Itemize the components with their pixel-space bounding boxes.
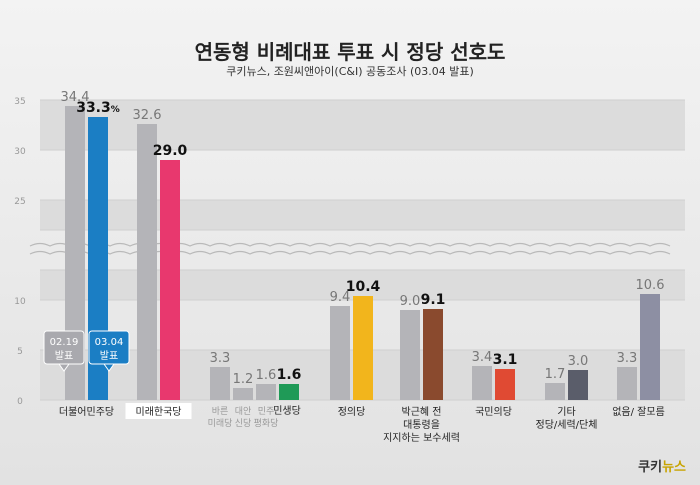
bar-value-label: 10.4: [346, 279, 381, 295]
axis-break-line: [29, 242, 671, 247]
axis-break-line: [29, 250, 671, 255]
category-label: 박근혜 전: [402, 406, 442, 418]
bar-value-label: 1.2: [233, 372, 254, 387]
bar: [568, 370, 588, 400]
category-label: 정의당: [338, 406, 366, 418]
category-label: 민생당: [273, 405, 301, 417]
sub-category-label: 바른: [212, 406, 229, 417]
bar-value-label: 29.0: [153, 143, 188, 159]
category-label: 대통령을: [403, 419, 440, 431]
bar: [88, 117, 108, 400]
bar-value-label: 9.4: [330, 290, 351, 305]
sub-category-label: 민주: [258, 406, 275, 417]
bar: [472, 366, 492, 400]
bar: [617, 367, 637, 400]
bar: [137, 124, 157, 400]
bar: [233, 388, 253, 400]
bar: [330, 306, 350, 400]
sub-category-label: 평화당: [254, 418, 279, 429]
bar-value-label: 3.0: [568, 354, 589, 369]
bar-value-label: 1.7: [545, 367, 566, 382]
publisher-logo: 쿠키뉴스: [638, 456, 686, 475]
bar: [423, 309, 443, 400]
category-label: 지지하는 보수세력: [383, 431, 460, 444]
grid-band: [40, 200, 685, 230]
bar: [640, 294, 660, 400]
bar-value-label: 3.4: [472, 350, 493, 365]
sub-category-label: 미래당: [208, 418, 233, 429]
bar-value-label: 3.3: [210, 351, 231, 366]
category-label: 더불어민주당: [59, 406, 114, 418]
bar-value-label: 9.1: [421, 292, 446, 308]
bar-value-label: 3.1: [493, 352, 518, 368]
bar: [353, 296, 373, 400]
bar-value-label: 34.4: [61, 90, 90, 105]
category-label: 기타: [557, 406, 575, 418]
y-tick-label: 25: [14, 197, 25, 207]
legend-old-text: 발표: [55, 350, 73, 362]
bar-value-label: 32.6: [133, 108, 162, 123]
y-tick-label: 35: [14, 97, 25, 107]
bar: [65, 106, 85, 400]
legend-new-text: 03.04: [95, 337, 124, 348]
category-label: 미래한국당: [136, 406, 182, 418]
logo-part2: 뉴스: [662, 460, 686, 475]
y-tick-label: 5: [17, 347, 23, 357]
legend-old-pointer: [58, 363, 70, 372]
category-label: 정당/세력/단체: [536, 419, 598, 431]
category-label: 없음/ 잘모름: [612, 405, 665, 418]
bar-value-label: 10.6: [636, 278, 665, 293]
bar-value-label: 1.6: [256, 368, 277, 383]
bar-value-label: 33.3%: [76, 100, 120, 116]
sub-category-label: 신당: [235, 418, 252, 429]
bar-value-label: 1.6: [277, 367, 302, 383]
bar: [400, 310, 420, 400]
y-tick-label: 0: [17, 397, 23, 407]
bar: [279, 384, 299, 400]
bar-value-label: 3.3: [617, 351, 638, 366]
bar-value-label: 9.0: [400, 294, 421, 309]
bar: [495, 369, 515, 400]
logo-part1: 쿠키: [638, 460, 663, 475]
y-tick-label: 10: [14, 297, 26, 307]
category-label-box: [125, 403, 192, 419]
bar: [210, 367, 230, 400]
chart-title: 연동형 비례대표 투표 시 정당 선호도: [194, 40, 506, 64]
legend-old-text: 02.19: [50, 337, 79, 348]
chart-subtitle: 쿠키뉴스, 조원씨앤아이(C&I) 공동조사 (03.04 발표): [226, 65, 474, 78]
bar-value-unit: %: [111, 105, 120, 115]
bar: [545, 383, 565, 400]
legend-new-text: 발표: [100, 350, 118, 362]
legend-new-pointer: [103, 363, 115, 372]
bar: [160, 160, 180, 400]
y-tick-label: 30: [14, 147, 26, 157]
sub-category-label: 대안: [235, 406, 252, 417]
category-label: 국민의당: [475, 406, 512, 418]
bar: [256, 384, 276, 400]
